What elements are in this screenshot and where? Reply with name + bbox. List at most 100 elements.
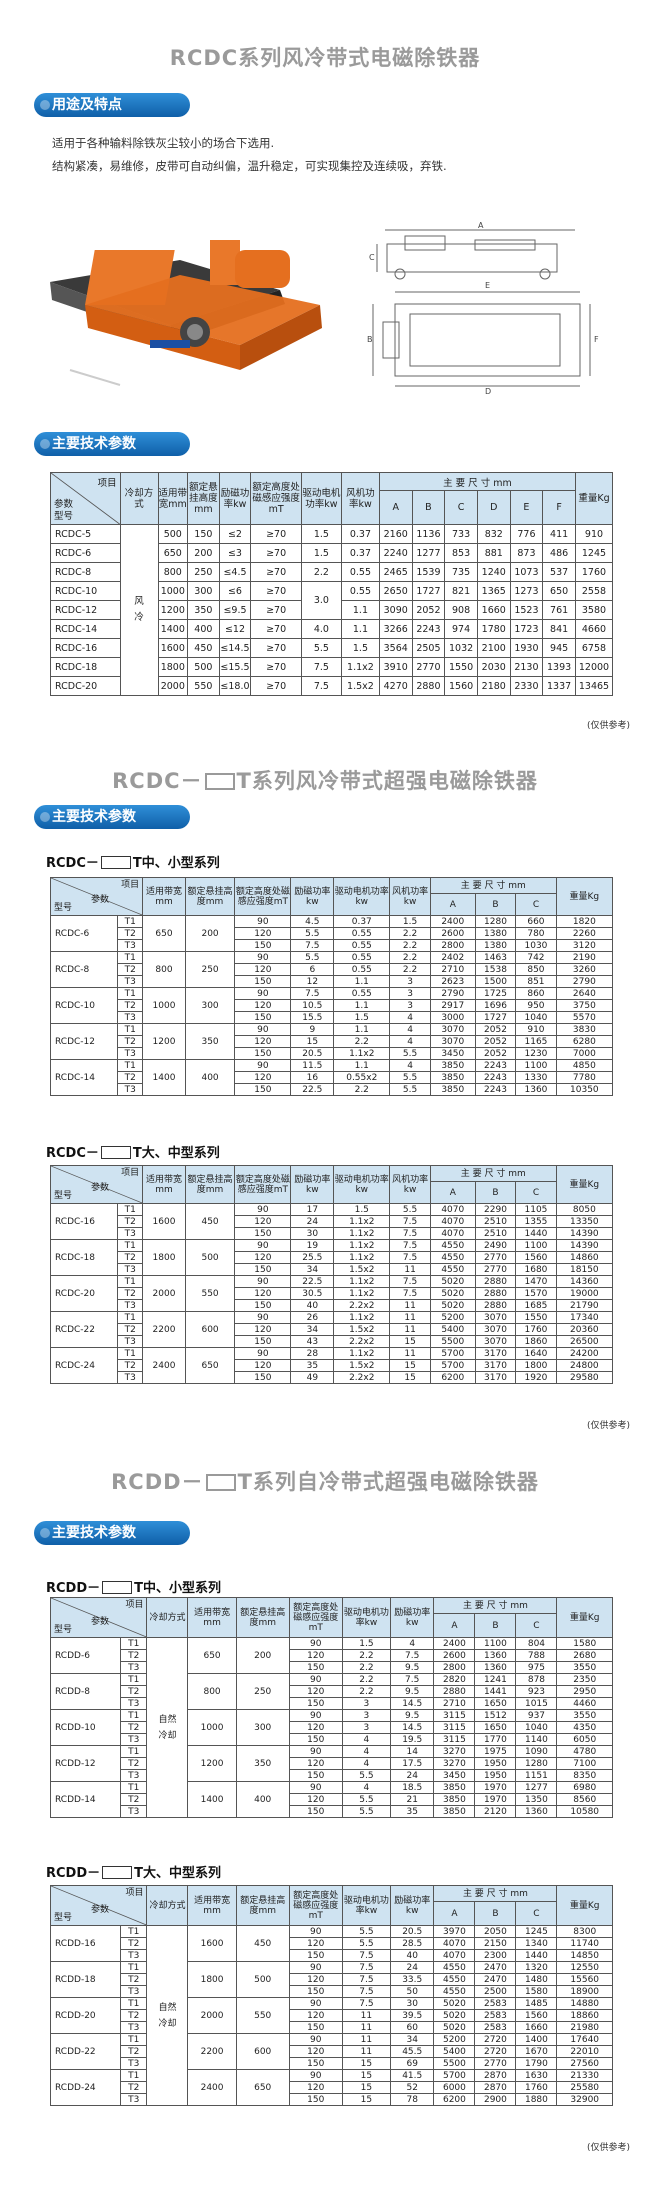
cell-value: 1273: [509, 581, 544, 601]
cell-height: 600: [235, 2033, 290, 2070]
cell-value: 5020: [429, 1287, 476, 1300]
cell-value: 2.2: [341, 1685, 392, 1698]
cell-value: 18860: [556, 2009, 613, 2022]
cell-value: 15.5: [290, 1011, 335, 1024]
table-row: T2 120 15 52 6000 2870 1760 25580: [51, 2081, 613, 2094]
cell-value: 4070: [429, 1203, 476, 1216]
cell-value: 1000: [157, 581, 189, 601]
cell-value: 90: [234, 1059, 292, 1072]
header-magnetic-intensity: 额定高度处磁感应强度mT: [234, 1165, 292, 1204]
cell-value: 2505: [411, 638, 446, 658]
cell-type: T1: [119, 1997, 148, 2010]
cell-value: 6200: [433, 2093, 476, 2106]
cell-value: 150: [288, 1805, 343, 1818]
cell-value: 15: [341, 2093, 392, 2106]
cell-type: T1: [119, 1709, 148, 1722]
cell-value: 0.55: [333, 927, 391, 940]
cell-value: 1.1: [340, 600, 380, 620]
cell-model: RCDC-12: [50, 600, 121, 620]
cell-value: 5.5: [341, 1937, 392, 1950]
cell-type: T3: [117, 1263, 144, 1276]
cell-value: 5.5: [389, 1071, 431, 1084]
cell-value: 3450: [429, 1047, 476, 1060]
cell-model: RCDC-14: [50, 619, 121, 639]
cell-value: 3550: [556, 1661, 613, 1674]
cell-value: 11: [341, 2009, 392, 2022]
header-row: 项目 参数 型号 冷却方式 适用带宽mm 额定悬挂高度mm 额定高度处磁感应强度mT 驱动电机…: [49, 1885, 613, 1926]
cell-value: 1485: [515, 1997, 558, 2010]
cell-value: 1600: [157, 638, 189, 658]
cell-value: 14880: [556, 1997, 613, 2010]
cell-value: 1880: [515, 2093, 558, 2106]
cell-value: 1440: [515, 1227, 557, 1240]
cell-value: 17.5: [390, 1757, 435, 1770]
cell-value: 1.1x2: [333, 1251, 391, 1264]
cell-value: 5570: [555, 1011, 614, 1024]
cell-value: 14360: [555, 1275, 614, 1288]
cell-value: 7.5: [290, 987, 335, 1000]
cell-type: T1: [117, 951, 144, 964]
cell-value: 1380: [474, 927, 517, 940]
cell-value: 15: [290, 1035, 335, 1048]
cell-type: T2: [119, 1757, 148, 1770]
cell-value: 150: [234, 939, 292, 952]
cell-value: 11740: [556, 1937, 613, 1950]
cell-model: RCDC-12: [49, 1023, 119, 1060]
cell-value: 2870: [474, 2081, 517, 2094]
cell-value: 860: [515, 987, 557, 1000]
table-row: T2 120 5.5 0.55 2.2 2600 1380 780 2260: [51, 927, 614, 940]
cell-value: 7.5: [341, 1961, 392, 1974]
cell-value: 15: [341, 2081, 392, 2094]
header-dim-c: C: [515, 1613, 558, 1638]
cell-value: 2.2: [300, 562, 342, 582]
header-weight: 重量Kg: [555, 877, 614, 916]
cell-value: 1.5: [333, 1203, 391, 1216]
cell-value: 1.1x2: [333, 1287, 391, 1300]
cell-type: T3: [119, 1733, 148, 1746]
cell-value: 3070: [429, 1035, 476, 1048]
sub4-blank: [102, 1581, 133, 1594]
cell-value: 11: [389, 1299, 431, 1312]
header-model: 型号: [54, 1191, 73, 1201]
cell-value: 3070: [474, 1311, 517, 1324]
table-row: RCDC-12 T1 1200 350 90 9 1.1 4 3070 2052 910 3830: [49, 1023, 614, 1060]
dim-label-d: D: [485, 387, 491, 396]
table-row: RCDC-22 T1 2200 600 90 26 1.1x2 11 5200 3070 1550 1…: [49, 1311, 614, 1348]
cell-value: ≥70: [250, 562, 302, 582]
header-dim-c: C: [515, 1901, 558, 1926]
cell-value: 1560: [515, 2009, 558, 2022]
cell-value: 120: [234, 1071, 292, 1084]
cell-value: 1245: [574, 543, 614, 563]
cell-value: 1820: [555, 915, 614, 928]
sub5-prefix: RCDD－: [46, 1866, 101, 1881]
cell-value: 2000: [157, 676, 189, 696]
cell-value: 3850: [429, 1059, 476, 1072]
cell-value: 735: [444, 562, 478, 582]
cell-value: 60: [390, 2021, 435, 2034]
cell-value: 2052: [474, 1047, 517, 1060]
cell-value: 90: [288, 2033, 343, 2046]
cell-value: 24800: [555, 1359, 614, 1372]
cell-value: 5020: [429, 1275, 476, 1288]
header-fan-power: 风机功率kw: [389, 1165, 431, 1204]
header-belt-width: 适用带宽mm: [142, 1165, 186, 1204]
cell-width: 2200: [187, 2033, 237, 2070]
subtitle-table-2: RCDC－ T中、小型系列: [46, 852, 220, 871]
cell-value: 2.2: [389, 951, 431, 964]
cell-value: 2243: [474, 1071, 517, 1084]
cell-value: 150: [288, 2057, 343, 2070]
cell-height: 650: [184, 1347, 236, 1384]
cell-value: 1660: [515, 2021, 558, 2034]
cell-value: 2.2: [389, 939, 431, 952]
header-item: 项目: [125, 1600, 144, 1610]
cell-type: T3: [119, 1769, 148, 1782]
table-row: T3 150 7.5 0.55 2.2 2800 1380 1030 3120: [51, 939, 614, 952]
cell-value: 28: [290, 1347, 335, 1360]
cell-value: 3270: [433, 1757, 476, 1770]
cell-value: 41.5: [390, 2069, 435, 2082]
cell-value: 1770: [474, 1733, 517, 1746]
cell-value: 2120: [474, 1805, 517, 1818]
cell-value: 2.2: [341, 1649, 392, 1662]
cell-value: 2900: [474, 2093, 517, 2106]
header-dim-c: C: [444, 490, 478, 525]
